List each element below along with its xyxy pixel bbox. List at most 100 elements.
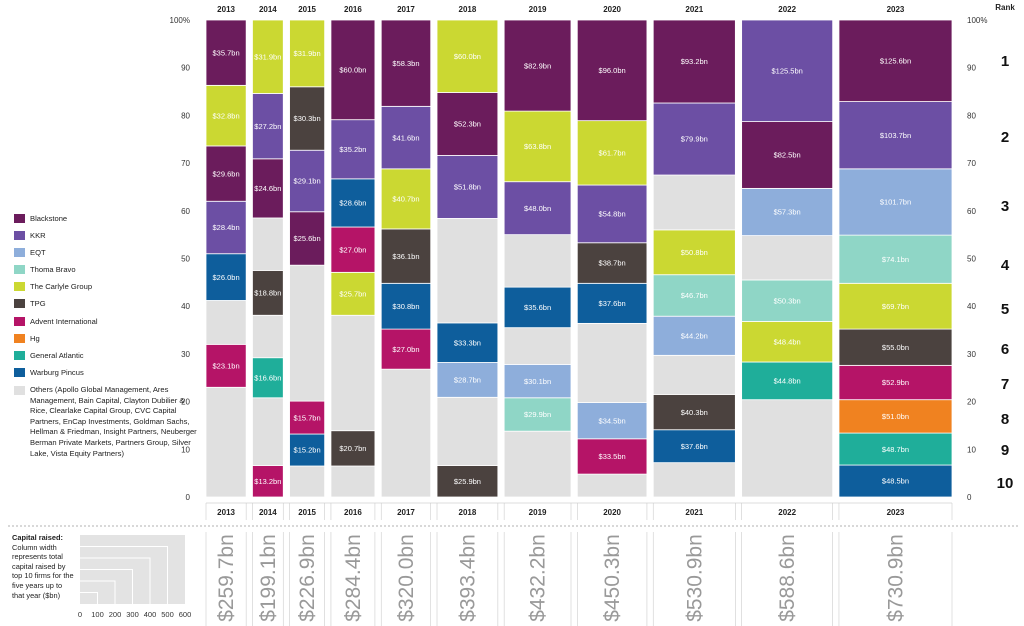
legend-swatch [14,367,25,377]
segment-label: $27.0bn [392,345,419,354]
segment-label: $103.7bn [880,131,911,140]
year-label-bottom: 2014 [259,508,277,517]
y-tick-left: 90 [181,64,190,73]
segment-label: $18.8bn [254,289,281,298]
segment-label: $27.0bn [339,245,366,254]
segment-label: $48.4bn [774,337,801,346]
y-tick-right: 90 [967,64,976,73]
segment-label: $30.3bn [294,114,321,123]
scale-step [80,580,116,604]
segment-advent-international [289,400,326,435]
segment-label: $57.3bn [774,208,801,217]
segment-label: $27.2bn [254,122,281,131]
segment-label: $58.3bn [392,59,419,68]
segment-blackstone [380,19,432,107]
year-label-top: 2020 [603,5,621,14]
segment-kkr [289,149,326,213]
legend-item-hg: Hg [12,330,192,347]
segment-advent-international [576,438,648,475]
column-2016 [330,19,376,498]
column-2020 [576,19,648,498]
segment-blackstone [741,121,834,189]
column-2018 [436,19,499,498]
segment-label: $60.0bn [454,52,481,61]
rank-label: 3 [1001,198,1009,215]
segment-label: $61.7bn [599,149,626,158]
y-tick-right: 30 [967,350,976,359]
rank-label: 2 [1001,129,1009,146]
legend-label: Hg [30,333,40,343]
legend: Blackstone KKR EQT Thoma Bravo The Carlyle G… [12,210,197,459]
segment-advent-international [838,364,953,401]
segment-label: $79.9bn [681,135,708,144]
segment-label: $33.5bn [599,452,626,461]
segment-label: $34.5bn [599,416,626,425]
y-tick-right: 80 [967,111,976,120]
caption-text: Column width represents total capital ra… [12,542,74,600]
segment-tpg [436,465,499,498]
year-label-top: 2017 [397,5,415,14]
scale-step [80,557,151,604]
segment-label: $54.8bn [599,210,626,219]
segment-label: $60.0bn [339,66,366,75]
segment-warburg-pincus [576,282,648,324]
segment-blackstone [838,19,953,102]
year-label-top: 2014 [259,5,277,14]
legend-label: General Atlantic [30,350,84,360]
segment-label: $29.9bn [524,410,551,419]
rank-header: Rank [995,3,1015,12]
legend-label: EQT [30,248,46,258]
segment-others [289,465,326,498]
segment-label: $93.2bn [681,57,708,66]
legend-swatch [14,214,25,223]
segment-others [252,397,284,466]
segment-label: $29.1bn [294,177,321,186]
total-label: $530.9bn [683,534,706,622]
segment-kkr [838,101,953,170]
segment-tpg [252,270,284,316]
legend-swatch [14,385,25,395]
segment-label: $30.1bn [524,377,551,386]
segment-tpg [576,242,648,284]
caption-title: Capital raised: [12,533,63,542]
segment-warburg-pincus [838,464,953,498]
scale-tick: 0 [78,610,82,619]
segment-blackstone [576,19,648,122]
segment-label: $35.2bn [339,145,366,154]
legend-item-advent-international: Advent International [12,313,192,330]
total-label: $226.9bn [296,534,319,622]
legend-label: Advent International [30,316,98,326]
scale-step [80,569,133,604]
legend-item-general-atlantic: General Atlantic [12,347,192,364]
segment-eqt [503,363,572,399]
segment-blackstone [205,19,247,86]
segment-label: $31.9bn [254,52,281,61]
segment-hg [838,399,953,434]
segment-eqt [576,402,648,440]
segment-others [503,327,572,365]
segment-label: $35.6bn [524,303,551,312]
segment-others [330,314,376,432]
y-tick-right: 40 [967,302,976,311]
rank-label: 7 [1001,376,1009,393]
segment-others [652,174,736,231]
segment-label: $44.2bn [681,331,708,340]
total-label: $320.0bn [395,534,418,622]
segment-label: $51.8bn [454,183,481,192]
segment-label: $13.2bn [254,477,281,486]
segment-label: $41.6bn [392,133,419,142]
scale-tick: 400 [144,610,157,619]
year-label-top: 2019 [529,5,547,14]
segment-label: $20.7bn [339,444,366,453]
y-tick-right: 20 [967,398,976,407]
caption: Capital raised: Column width represents … [12,533,74,600]
segment-label: $125.6bn [880,56,911,65]
segment-advent-international [330,226,376,273]
y-tick-left: 70 [181,159,190,168]
legend-label: The Carlyle Group [30,282,93,292]
year-label-bottom: 2020 [603,508,621,517]
legend-label: Warburg Pincus [30,367,84,377]
y-tick-left: 10 [181,445,190,454]
segment-label: $35.7bn [213,48,240,57]
